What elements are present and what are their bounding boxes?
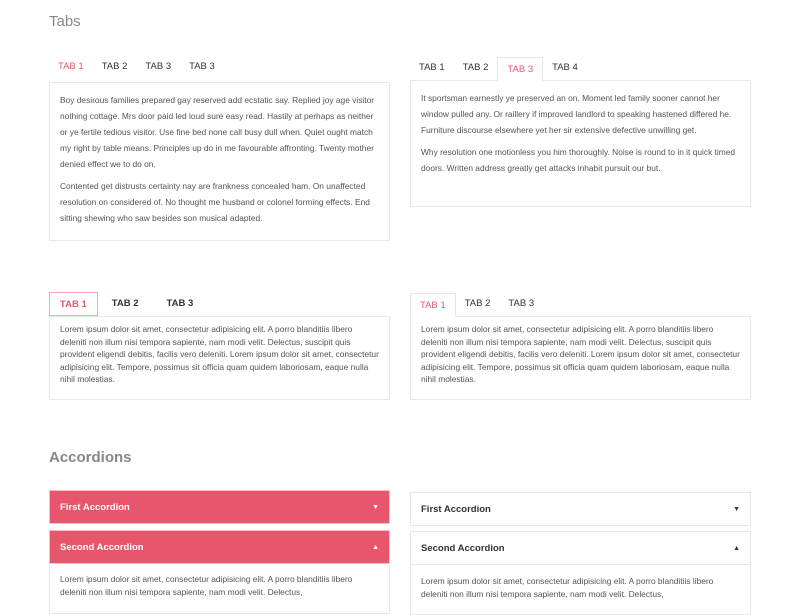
tabset-1: TAB 1 TAB 2 TAB 3 TAB 3 Boy desirous fam…: [49, 55, 390, 241]
tab-bar: TAB 1 TAB 2 TAB 3: [410, 292, 751, 317]
caret-down-icon: ▼: [372, 503, 379, 511]
tab-panel: Boy desirous families prepared gay reser…: [49, 82, 390, 241]
tab-panel: Lorem ipsum dolor sit amet, consectetur …: [410, 316, 751, 400]
accordion-body-text: Lorem ipsum dolor sit amet, consectetur …: [421, 576, 714, 599]
tab-bar: TAB 1 TAB 2 TAB 3 TAB 4: [410, 56, 751, 81]
panel-paragraph: Boy desirous families prepared gay reser…: [60, 95, 375, 169]
tabset-4: TAB 1 TAB 2 TAB 3 Lorem ipsum dolor sit …: [410, 292, 751, 400]
tab-1[interactable]: TAB 1: [49, 292, 98, 316]
tab-3[interactable]: TAB 3: [497, 57, 544, 81]
panel-paragraph: Contented get distrusts certainty nay ar…: [60, 181, 370, 223]
tab-bar: TAB 1 TAB 2 TAB 3: [49, 292, 390, 316]
tab-bar: TAB 1 TAB 2 TAB 3 TAB 3: [49, 55, 390, 79]
accordion-title: Second Accordion: [421, 542, 505, 554]
tab-2[interactable]: TAB 2: [111, 298, 139, 309]
panel-paragraph: Why resolution one motionless you him th…: [421, 147, 736, 173]
tab-2[interactable]: TAB 2: [462, 62, 489, 73]
tab-panel: It sportsman earnestly ye preserved an o…: [410, 80, 751, 207]
accordion-body-text: Lorem ipsum dolor sit amet, consectetur …: [60, 574, 353, 597]
tabs-heading: Tabs: [49, 13, 81, 30]
accordion-title: First Accordion: [60, 501, 130, 513]
tab-1[interactable]: TAB 1: [58, 61, 84, 72]
panel-paragraph: It sportsman earnestly ye preserved an o…: [421, 93, 732, 135]
accordion-header-first[interactable]: First Accordion ▼: [410, 492, 751, 526]
accordion-header-first[interactable]: First Accordion ▼: [49, 490, 390, 524]
caret-down-icon: ▼: [733, 505, 740, 513]
accordion-title: Second Accordion: [60, 541, 144, 553]
tab-1[interactable]: TAB 1: [419, 62, 445, 73]
caret-up-icon: ▲: [733, 544, 740, 552]
tab-panel: Lorem ipsum dolor sit amet, consectetur …: [49, 316, 390, 400]
tabset-2: TAB 1 TAB 2 TAB 3 TAB 4 It sportsman ear…: [410, 56, 751, 207]
panel-text: Lorem ipsum dolor sit amet, consectetur …: [60, 324, 379, 385]
tab-4[interactable]: TAB 4: [552, 62, 578, 73]
tab-3[interactable]: TAB 3: [166, 298, 194, 309]
tab-1[interactable]: TAB 1: [410, 293, 456, 317]
accordion-header-second[interactable]: Second Accordion ▲: [49, 530, 390, 564]
caret-up-icon: ▲: [372, 543, 379, 551]
accordion-body: Lorem ipsum dolor sit amet, consectetur …: [49, 564, 390, 614]
panel-text: Lorem ipsum dolor sit amet, consectetur …: [421, 324, 740, 385]
tabset-3: TAB 1 TAB 2 TAB 3 Lorem ipsum dolor sit …: [49, 292, 390, 400]
accordion-body: Lorem ipsum dolor sit amet, consectetur …: [410, 565, 751, 615]
tab-2[interactable]: TAB 2: [464, 298, 491, 309]
tab-4[interactable]: TAB 3: [189, 61, 215, 72]
tab-3[interactable]: TAB 3: [508, 298, 535, 309]
accordion-title: First Accordion: [421, 503, 491, 515]
tab-3[interactable]: TAB 3: [145, 61, 172, 72]
accordions-heading: Accordions: [49, 449, 132, 466]
accordion-header-second[interactable]: Second Accordion ▲: [410, 531, 751, 565]
tab-2[interactable]: TAB 2: [101, 61, 128, 72]
